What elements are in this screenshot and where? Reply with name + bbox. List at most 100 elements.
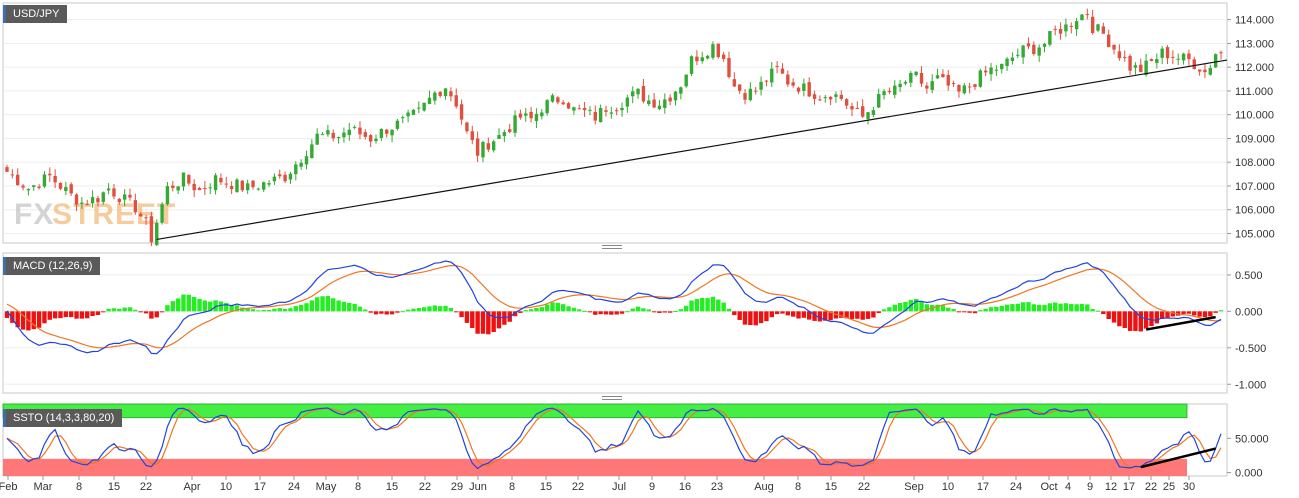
candle-body	[363, 132, 368, 137]
candle-body	[208, 187, 212, 189]
macd-histogram-bar	[807, 311, 812, 320]
candle-body	[524, 113, 528, 116]
candle-body	[614, 110, 619, 112]
candle-body	[10, 174, 15, 176]
candle-body	[395, 120, 400, 129]
candle-body	[1213, 54, 1218, 68]
candle-body	[326, 130, 330, 135]
macd-histogram-bar	[801, 311, 807, 318]
macd-histogram-bar	[1192, 311, 1197, 316]
macd-histogram-bar	[261, 309, 266, 312]
macd-histogram-bar	[331, 298, 336, 312]
macd-signal-line	[6, 264, 1222, 349]
macd-histogram-bar	[855, 311, 860, 319]
macd-histogram-bar	[593, 311, 598, 315]
candle-body	[973, 84, 977, 87]
candle-body	[15, 174, 20, 186]
candle-body	[919, 72, 924, 84]
candle-body	[1085, 14, 1089, 16]
x-tick-label: 17	[1123, 481, 1135, 493]
candle-body	[390, 129, 394, 136]
x-tick-label: 24	[1010, 481, 1022, 493]
candle-body	[775, 65, 779, 67]
candle-body	[828, 96, 833, 100]
macd-histogram-bar	[892, 304, 897, 312]
price-tick-label: 112.000	[1235, 62, 1274, 74]
macd-histogram-bar	[646, 309, 651, 312]
macd-histogram-bar	[1026, 302, 1031, 312]
panel-resize-handles[interactable]	[602, 245, 622, 400]
macd-histogram-bar	[52, 311, 58, 319]
macd-histogram-bar	[384, 311, 389, 315]
macd-histogram-bar	[454, 311, 459, 313]
candle-body	[893, 85, 897, 95]
macd-histogram-bar	[667, 311, 673, 313]
candle-body	[604, 110, 608, 112]
macd-histogram-bar	[1149, 311, 1154, 327]
candle-body	[818, 99, 822, 101]
macd-histogram-bar	[314, 297, 320, 312]
macd-histogram-bar	[186, 294, 192, 312]
x-tick-label: 10	[220, 481, 232, 493]
candle-body	[85, 203, 89, 205]
macd-histogram-bar	[36, 311, 42, 328]
macd-histogram-bar	[635, 306, 641, 312]
macd-tick-label: 0.500	[1235, 270, 1263, 282]
macd-histogram-bar	[229, 305, 234, 312]
macd-histogram-bar	[828, 311, 833, 321]
macd-histogram-bar	[523, 309, 528, 312]
candle-body	[203, 188, 207, 190]
candle-body	[256, 188, 261, 190]
candle-body	[368, 135, 373, 142]
candle-body	[561, 102, 565, 105]
macd-histogram-bar	[363, 309, 368, 312]
macd-divergence-line	[1145, 315, 1216, 331]
x-tick-label: 17	[977, 481, 989, 493]
macd-histogram-bar	[539, 307, 545, 312]
macd-histogram-bar	[1085, 304, 1090, 312]
candle-body	[508, 129, 512, 132]
candle-body	[315, 133, 319, 145]
candle-body	[732, 79, 737, 87]
macd-histogram-bar	[202, 300, 208, 312]
macd-histogram-bar	[764, 311, 769, 322]
candle-body	[181, 172, 186, 187]
macd-histogram-bar	[411, 308, 416, 312]
candle-body	[433, 92, 437, 101]
macd-histogram-bar	[149, 311, 154, 319]
macd-histogram-bar	[1159, 311, 1165, 320]
macd-histogram-bar	[673, 310, 678, 312]
x-tick-label: 9	[649, 481, 655, 493]
macd-histogram-bar	[999, 305, 1004, 312]
x-tick-label: Sep	[904, 481, 924, 493]
candle-body	[1021, 45, 1025, 58]
macd-histogram-bar	[1004, 304, 1010, 312]
candle-body	[358, 127, 362, 135]
macd-histogram-bar	[368, 311, 373, 313]
x-tick-label: May	[316, 481, 337, 493]
candle-body	[834, 94, 838, 97]
macd-histogram-bar	[10, 311, 15, 323]
macd-histogram-bar	[544, 304, 550, 312]
macd-histogram-bar	[480, 311, 486, 334]
x-tick-label: 15	[540, 481, 552, 493]
candle-body	[331, 132, 335, 139]
macd-histogram-bar	[427, 306, 432, 312]
macd-histogram-bar	[357, 306, 363, 312]
macd-histogram-bar	[528, 309, 534, 312]
macd-histogram-bar	[603, 311, 609, 315]
candle-body	[1197, 69, 1202, 72]
candle-body	[609, 112, 614, 114]
macd-histogram-bar	[940, 305, 946, 312]
price-tick-label: 113.000	[1235, 38, 1274, 50]
macd-histogram-bar	[903, 301, 908, 312]
macd-histogram-bar	[1186, 311, 1192, 314]
price-tick-label: 109.000	[1235, 133, 1275, 145]
ssto-panel-title: SSTO (14,3,3,80,20)	[3, 409, 123, 427]
macd-histogram-bar	[962, 311, 967, 313]
candle-body	[877, 94, 881, 108]
candle-body	[240, 180, 245, 191]
macd-histogram-bar	[619, 311, 625, 314]
x-tick-label: Feb	[0, 481, 17, 493]
